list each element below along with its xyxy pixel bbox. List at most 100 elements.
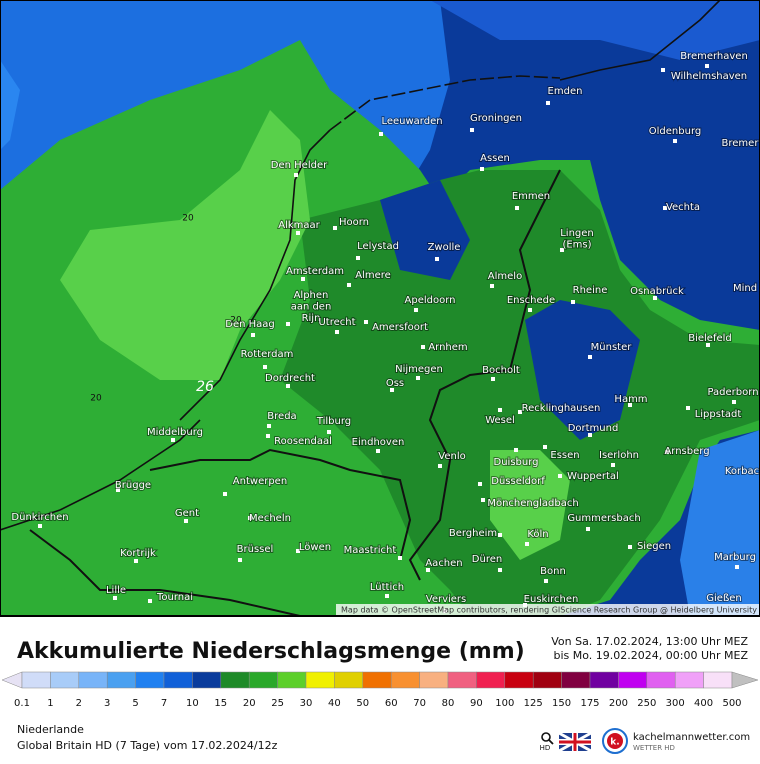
colorbar-tick-label: 5 [132, 698, 138, 709]
colorbar-tick-label: 60 [385, 698, 398, 709]
precip-area [680, 430, 760, 616]
colorbar-cell [504, 671, 534, 689]
city-dot [333, 226, 337, 230]
city-dot [294, 173, 298, 177]
city-dot [379, 132, 383, 136]
city-label: Hamm [614, 394, 647, 405]
city-label: Verviers [426, 594, 467, 605]
colorbar-tick-label: 250 [637, 698, 656, 709]
colorbar-tick-label: 125 [524, 698, 543, 709]
city-label: Amersfoort [372, 322, 428, 333]
city-label: Aachen [425, 558, 462, 569]
city-label: Lingen [560, 228, 594, 239]
city-dot [184, 519, 188, 523]
city-dot [426, 568, 430, 572]
city-label: Arnsberg [664, 446, 709, 457]
city-label: Breda [267, 411, 296, 422]
borders [0, 0, 721, 616]
city-dot [498, 533, 502, 537]
city-label: Köln [527, 529, 548, 540]
city-label: Oss [386, 378, 404, 389]
contour-label: 20 [182, 214, 194, 224]
city-label: Paderborn [707, 387, 758, 398]
colorbar-cell [248, 671, 278, 689]
precip-area [0, 60, 20, 150]
colorbar-cell [532, 671, 562, 689]
city-dot [356, 256, 360, 260]
search-icon[interactable]: HD [540, 732, 554, 752]
city-label: Gießen [706, 593, 741, 604]
city-label: Arnhem [428, 342, 467, 353]
brand-logo[interactable]: k. kachelmannwetter.com WETTER HD [602, 728, 750, 754]
search-label: HD [540, 744, 551, 752]
map: Bremerhaven Wilhelmshaven Emden Leeuwarden G… [0, 0, 760, 616]
city-label: Venlo [438, 451, 465, 462]
colorbar-tick-label: 40 [328, 698, 341, 709]
city-label: Utrecht [318, 317, 355, 328]
city-label: Antwerpen [233, 476, 287, 487]
coastline [559, 0, 721, 81]
city-dot [480, 167, 484, 171]
city-dot [706, 343, 710, 347]
city-label: Löwen [299, 542, 331, 553]
city-dot [498, 568, 502, 572]
city-dot [705, 64, 709, 68]
city-dot [586, 527, 590, 531]
colorbar-cell [589, 671, 619, 689]
colorbar-cell [674, 671, 704, 689]
city-label: Düren [472, 554, 502, 565]
city-dot [515, 206, 519, 210]
city-dot [546, 101, 550, 105]
city-label: Münster [591, 342, 633, 353]
city-dot [686, 406, 690, 410]
city-label: Emmen [512, 191, 550, 202]
precip-area [60, 110, 310, 380]
city-label: Assen [480, 153, 510, 164]
colorbar-arrow [1, 671, 23, 689]
precip-area [280, 170, 760, 616]
city-dot [301, 277, 305, 281]
city-label: Duisburg [494, 457, 539, 468]
city-dot [438, 464, 442, 468]
colorbar-cell [106, 671, 136, 689]
city-dot [364, 320, 368, 324]
colorbar-tick-label: 70 [413, 698, 426, 709]
precip-area [430, 0, 760, 60]
city-label: Brüssel [237, 544, 274, 555]
city-label: Vechta [666, 202, 700, 213]
city-dot [148, 599, 152, 603]
period-end: bis Mo. 19.02.2024, 00:00 Uhr MEZ [554, 649, 749, 662]
logo-letter: k. [610, 738, 619, 748]
city-label: Bremer [722, 138, 760, 149]
city-label: Mind [733, 283, 757, 294]
colorbar-cell [646, 671, 676, 689]
city-label: Enschede [507, 295, 555, 306]
city-dot [588, 355, 592, 359]
city-dot [470, 128, 474, 132]
city-dot [518, 410, 522, 414]
city-dot [588, 433, 592, 437]
city-dot [490, 284, 494, 288]
city-layer: Bremerhaven Wilhelmshaven Emden Leeuwarden G… [10, 50, 760, 613]
city-dot [735, 565, 739, 569]
city-dot [266, 434, 270, 438]
city-label: Korbac [725, 466, 759, 477]
language-flag[interactable] [558, 731, 592, 753]
city-label: Mecheln [249, 513, 291, 524]
city-label: Tournai [156, 592, 193, 603]
city-label: Hoorn [339, 217, 369, 228]
coastline [179, 129, 331, 421]
city-label: Oldenburg [649, 126, 701, 137]
city-label: Wilhelmshaven [671, 71, 747, 82]
city-label: Lelystad [357, 241, 399, 252]
city-dot [543, 445, 547, 449]
city-label: Gummersbach [567, 513, 640, 524]
colorbar-cell [277, 671, 307, 689]
city-dot [611, 463, 615, 467]
coastline [0, 419, 201, 531]
city-dot [385, 594, 389, 598]
city-dot [514, 448, 518, 452]
city-dot [732, 400, 736, 404]
colorbar-tick-label: 200 [609, 698, 628, 709]
colorbar-tick-label: 300 [666, 698, 685, 709]
